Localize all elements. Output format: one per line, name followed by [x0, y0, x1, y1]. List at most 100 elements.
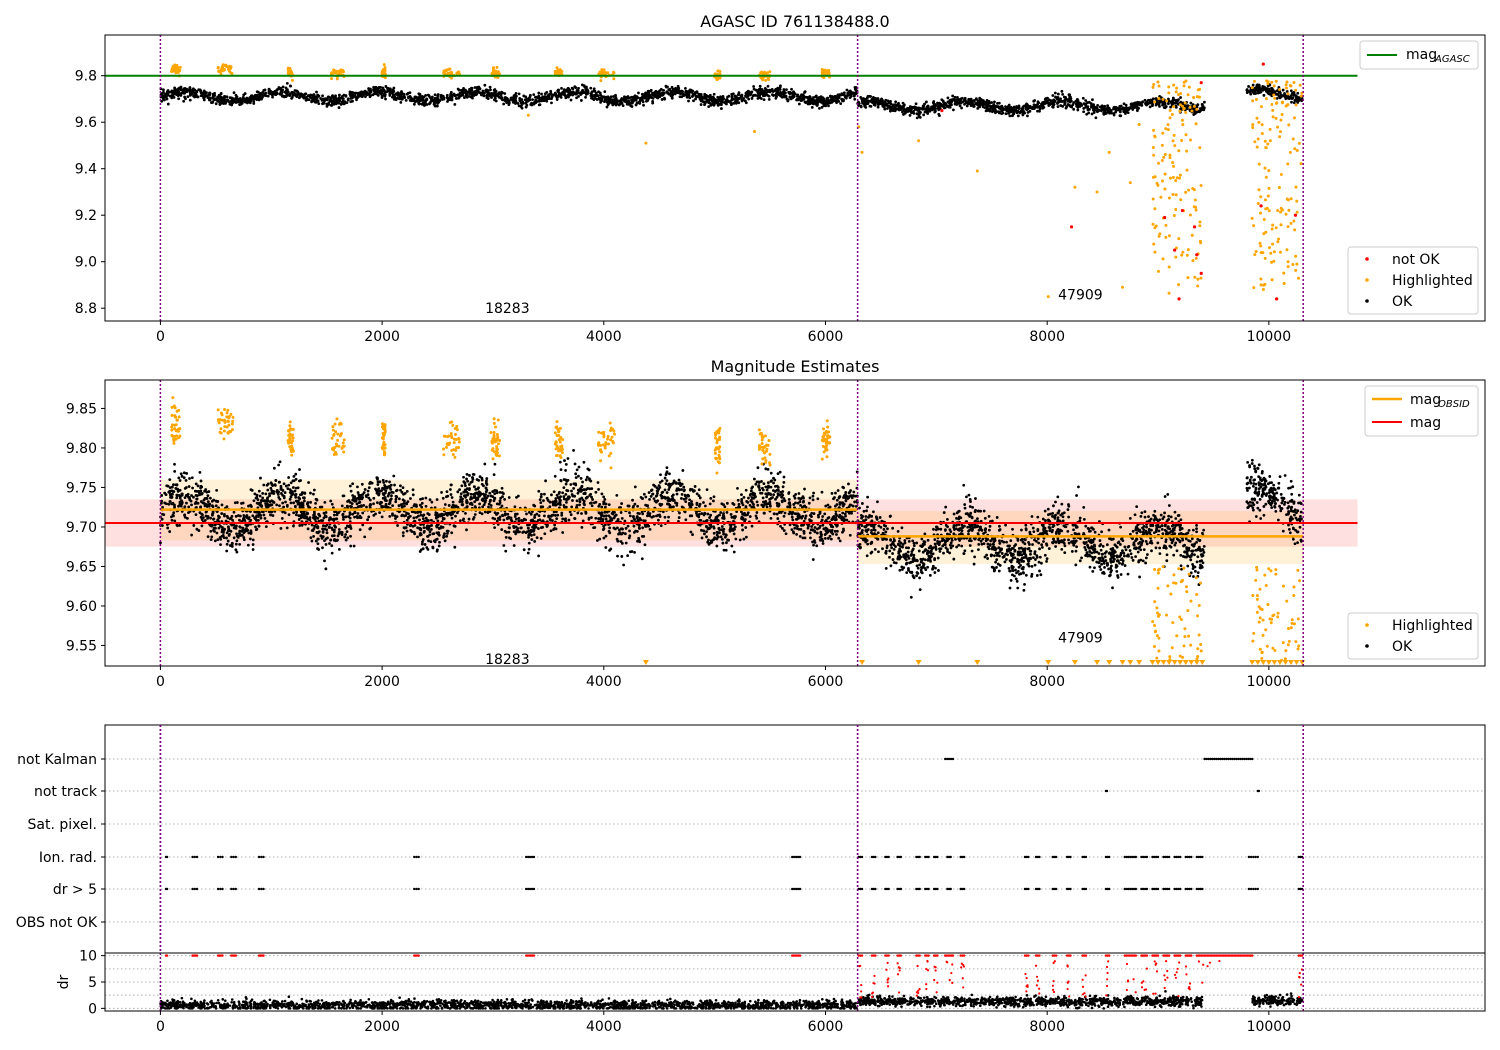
ok-point	[188, 98, 192, 102]
highlighted-point	[1178, 109, 1182, 113]
ok-point	[1196, 103, 1200, 107]
ok-point	[409, 96, 413, 100]
ok-point	[666, 91, 670, 95]
highlighted-point	[1185, 253, 1189, 257]
ok-point	[742, 537, 746, 541]
highlighted-point	[1187, 188, 1191, 192]
ok-point	[1172, 101, 1175, 105]
ok-point	[536, 96, 540, 100]
ok-point	[946, 96, 950, 100]
ok-point	[336, 99, 340, 102]
ok-point	[608, 97, 612, 101]
highlighted-point	[1152, 242, 1156, 246]
ok-point	[912, 111, 916, 115]
highlighted-point	[753, 129, 757, 133]
highlighted-point	[1253, 253, 1257, 257]
ok-point	[703, 101, 707, 105]
ok-point	[681, 469, 685, 472]
ok-point	[809, 102, 812, 105]
ok-point	[312, 93, 316, 96]
ok-point	[575, 96, 578, 100]
ok-point	[686, 91, 690, 94]
ok-point	[1108, 110, 1112, 114]
ok-point	[766, 481, 770, 485]
ok-point	[1181, 101, 1185, 105]
ok-point	[160, 501, 163, 505]
highlighted-point	[1192, 104, 1196, 108]
legend-marker	[1365, 257, 1369, 261]
ok-point	[763, 87, 767, 90]
ok-point	[641, 97, 644, 100]
ok-point	[1061, 92, 1065, 96]
ok-point	[914, 102, 918, 106]
highlighted-point	[1195, 107, 1199, 111]
ok-point	[665, 466, 669, 470]
ok-point	[645, 93, 649, 97]
ok-point	[550, 94, 554, 98]
highlighted-point	[1272, 259, 1276, 263]
ok-point	[371, 93, 375, 97]
ok-point	[537, 554, 541, 558]
ok-point	[626, 95, 630, 98]
ok-point	[880, 100, 884, 104]
highlighted-point	[1167, 265, 1171, 269]
highlighted-point	[1174, 255, 1178, 259]
ok-point	[953, 95, 957, 99]
highlighted-point	[1256, 137, 1260, 141]
highlighted-point	[221, 69, 225, 73]
highlighted-point	[495, 65, 499, 69]
ok-point	[903, 111, 907, 115]
ok-point	[280, 517, 284, 520]
ok-point	[411, 493, 415, 497]
ok-point	[558, 490, 561, 494]
highlighted-point	[1168, 176, 1172, 180]
ok-point	[792, 94, 796, 98]
ok-point	[440, 97, 443, 101]
ok-point	[1202, 108, 1206, 112]
ok-point	[1245, 91, 1249, 95]
highlighted-point	[337, 72, 341, 76]
ok-point	[506, 512, 510, 516]
ok-point	[707, 101, 711, 105]
highlighted-point	[449, 70, 453, 74]
ok-point	[179, 88, 183, 91]
ok-point	[212, 517, 216, 521]
ok-point	[1004, 105, 1007, 109]
ok-point	[886, 107, 889, 110]
ok-point	[316, 93, 320, 97]
ok-point	[947, 105, 951, 109]
highlighted-point	[1263, 139, 1267, 143]
highlighted-point	[1183, 101, 1187, 105]
ok-point	[467, 94, 471, 98]
x-tick-label: 6000	[808, 329, 844, 345]
ok-point	[514, 94, 518, 98]
ok-point	[1268, 89, 1272, 93]
ok-point	[594, 93, 598, 97]
ok-point	[566, 88, 570, 92]
ok-point	[828, 101, 832, 105]
ok-point	[269, 486, 273, 490]
highlighted-point	[1267, 169, 1271, 173]
highlighted-point	[1166, 128, 1170, 132]
highlighted-point	[1267, 246, 1271, 250]
y-tick-label: 9.4	[75, 162, 97, 178]
ok-point	[531, 98, 534, 102]
ok-point	[740, 493, 743, 496]
ok-point	[492, 94, 496, 98]
ok-point	[575, 504, 579, 507]
ok-point	[423, 101, 427, 104]
ok-point	[956, 98, 960, 102]
highlighted-point	[1175, 176, 1179, 180]
highlighted-point	[1271, 115, 1275, 119]
ok-point	[799, 528, 803, 531]
highlighted-point	[1254, 250, 1258, 254]
ok-point	[976, 107, 980, 110]
ok-point	[1091, 105, 1095, 109]
ok-point	[795, 98, 798, 102]
ok-point	[394, 92, 398, 96]
highlighted-point	[494, 70, 498, 74]
highlighted-point	[526, 113, 530, 117]
highlighted-point	[1182, 106, 1186, 110]
